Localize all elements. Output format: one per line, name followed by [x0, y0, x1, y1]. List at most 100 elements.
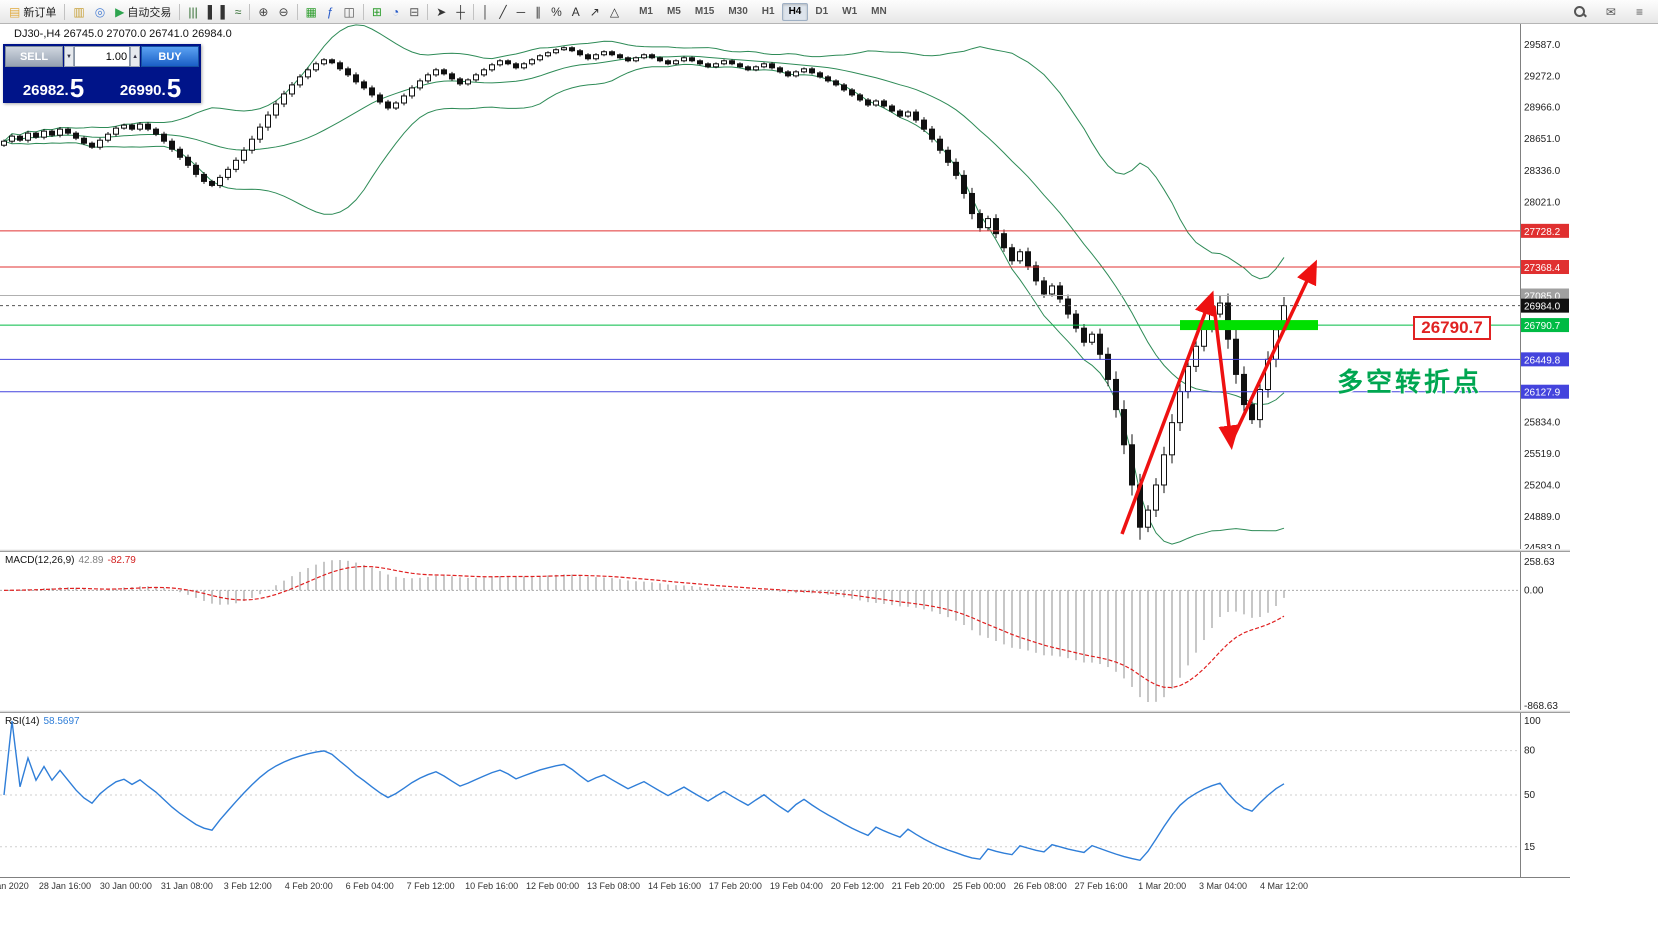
- trend-arrow-1[interactable]: [1120, 290, 1215, 535]
- cursor-icon: ➤: [436, 4, 447, 19]
- crosshair-icon: ┼: [456, 4, 465, 19]
- timeframe-mn-button[interactable]: MN: [871, 6, 887, 17]
- rsi-pane[interactable]: 100 80 50 15 RSI(14) 58.5697: [0, 713, 1570, 877]
- time-label: 1 Mar 20:00: [1138, 881, 1187, 891]
- macd-pane[interactable]: 258.63 0.00 -868.63 MACD(12,26,9) 42.89 -82.…: [0, 552, 1570, 710]
- new-order-icon: ▤: [9, 4, 21, 19]
- trend-arrow-2[interactable]: [1212, 305, 1240, 450]
- horizontal-line-icon: ─: [516, 4, 526, 19]
- trend-arrow-3[interactable]: [1231, 259, 1317, 439]
- volume-decrease-button[interactable]: ▼: [64, 46, 74, 67]
- alerts-button[interactable]: ✉: [1601, 2, 1621, 22]
- volume-input[interactable]: [73, 46, 131, 67]
- text-label-button[interactable]: A: [567, 2, 585, 22]
- price-chart-pane[interactable]: 27728.2 27368.4 27085.0 26984.0 26790.7 26449…: [0, 24, 1570, 549]
- menu-icon: ≡: [1635, 4, 1643, 19]
- time-label: 20 Feb 12:00: [830, 881, 884, 891]
- macd-histogram: [11, 560, 1285, 702]
- toolbar-separator: [179, 3, 181, 20]
- zoom-in-icon: ⊕: [258, 4, 269, 19]
- zoom-out-button[interactable]: ⊖: [273, 2, 293, 22]
- timeframe-w1-button[interactable]: W1: [842, 6, 858, 17]
- sell-price-main: 26982.: [22, 81, 69, 99]
- arrow-tool-button[interactable]: ↗: [585, 2, 605, 22]
- menu-button[interactable]: ≡: [1631, 2, 1648, 22]
- chart-shift-button[interactable]: ◔: [387, 2, 404, 22]
- svg-text:25204.0: 25204.0: [1524, 481, 1561, 492]
- svg-text:15: 15: [1524, 842, 1536, 853]
- tile-windows-button[interactable]: ▦: [301, 2, 322, 22]
- templates-button[interactable]: ◫: [339, 2, 360, 22]
- price-label-26127.9: [1521, 384, 1569, 399]
- zoom-in-button[interactable]: ⊕: [253, 2, 273, 22]
- autotrading-button[interactable]: ▶ 自动交易: [110, 2, 176, 22]
- bollinger-lower-line: [3, 63, 1285, 545]
- crosshair-button[interactable]: ┼: [451, 2, 470, 22]
- volume-increase-button[interactable]: ▲: [130, 46, 140, 67]
- shapes-button[interactable]: △: [605, 2, 624, 22]
- one-click-trading-panel: SELL ▼ ▲ BUY 26982. 5 26990. 5: [3, 44, 201, 103]
- rsi-canvas[interactable]: 100 80 50 15: [0, 713, 1570, 877]
- auto-scroll-button[interactable]: ⊟: [404, 2, 424, 22]
- buy-price-main: 26990.: [119, 81, 166, 99]
- vertical-line-icon: │: [481, 4, 490, 19]
- toolbar-separator: [472, 3, 474, 20]
- search-button[interactable]: [1568, 2, 1591, 22]
- trendline-button[interactable]: ╱: [494, 2, 511, 22]
- indicators-button[interactable]: ƒ: [322, 2, 339, 22]
- line-chart-button[interactable]: ≈: [230, 2, 247, 22]
- fibonacci-button[interactable]: %: [546, 2, 567, 22]
- candlestick-chart-button[interactable]: ▌▐: [203, 2, 230, 22]
- svg-text:26449.8: 26449.8: [1524, 355, 1561, 366]
- price-callout-box[interactable]: 26790.7: [1413, 316, 1491, 340]
- time-label: 14 Feb 16:00: [647, 881, 701, 891]
- svg-text:28651.0: 28651.0: [1524, 134, 1561, 145]
- sell-price[interactable]: 26982. 5: [5, 67, 102, 101]
- pane-splitter[interactable]: [0, 710, 1570, 713]
- timeframe-m15-button[interactable]: M15: [694, 6, 715, 17]
- time-axis[interactable]: 24 Jan 2020 28 Jan 16:00 30 Jan 00:00 31 Ja…: [0, 877, 1570, 895]
- sell-price-big-digit: 5: [69, 73, 85, 104]
- buy-price[interactable]: 26990. 5: [102, 67, 199, 101]
- horizontal-line-button[interactable]: ─: [512, 2, 531, 22]
- tile-windows-icon: ▦: [305, 4, 317, 19]
- chart-windows-button[interactable]: ▥: [68, 2, 89, 22]
- profiles-button[interactable]: ◎: [90, 2, 110, 22]
- profiles-icon: ◎: [94, 4, 106, 19]
- volume-control: ▼ ▲: [64, 46, 140, 67]
- vertical-line-button[interactable]: │: [477, 2, 495, 22]
- toolbar-separator: [249, 3, 251, 20]
- rsi-label: RSI(14) 58.5697: [5, 716, 84, 727]
- equidistant-channel-button[interactable]: ∥: [530, 2, 546, 22]
- turning-point-label[interactable]: 多空转折点: [1337, 367, 1483, 397]
- templates-icon: ◫: [343, 4, 355, 19]
- time-label: 26 Feb 08:00: [1013, 881, 1067, 891]
- time-label: 10 Feb 16:00: [465, 881, 519, 891]
- chart-shift-icon: ◔: [391, 4, 400, 19]
- timeframe-m5-button[interactable]: M5: [666, 6, 681, 17]
- macd-canvas[interactable]: 258.63 0.00 -868.63: [0, 552, 1570, 710]
- timeframe-h1-button[interactable]: H1: [761, 6, 775, 17]
- new-order-button[interactable]: ▤ 新订单: [4, 2, 61, 22]
- time-label: 6 Feb 04:00: [345, 881, 394, 891]
- green-zone-annotation[interactable]: [1180, 320, 1318, 331]
- cursor-button[interactable]: ➤: [431, 2, 451, 22]
- pane-splitter[interactable]: [0, 549, 1570, 552]
- timeframe-m1-button[interactable]: M1: [639, 6, 653, 17]
- chart-ohlc-title: DJ30-,H4 26745.0 27070.0 26741.0 26984.0: [14, 28, 232, 40]
- buy-button[interactable]: BUY: [141, 46, 199, 67]
- autotrading-button-label: 自动交易: [127, 6, 172, 19]
- new-chart-button[interactable]: ⊞: [367, 2, 387, 22]
- sell-button[interactable]: SELL: [5, 46, 63, 67]
- timeframe-d1-button[interactable]: D1: [815, 6, 829, 17]
- toolbar-separator: [296, 3, 298, 20]
- toolbar-separator: [362, 3, 364, 20]
- time-label: 31 Jan 08:00: [160, 881, 213, 891]
- time-label: 30 Jan 00:00: [99, 881, 152, 891]
- arrow-tool-icon: ↗: [589, 4, 600, 19]
- timeframe-h4-button[interactable]: H4: [781, 2, 809, 21]
- timeframe-m30-button[interactable]: M30: [728, 6, 748, 17]
- bar-chart-button[interactable]: |||: [183, 2, 202, 22]
- price-label-27368.4: [1521, 260, 1569, 275]
